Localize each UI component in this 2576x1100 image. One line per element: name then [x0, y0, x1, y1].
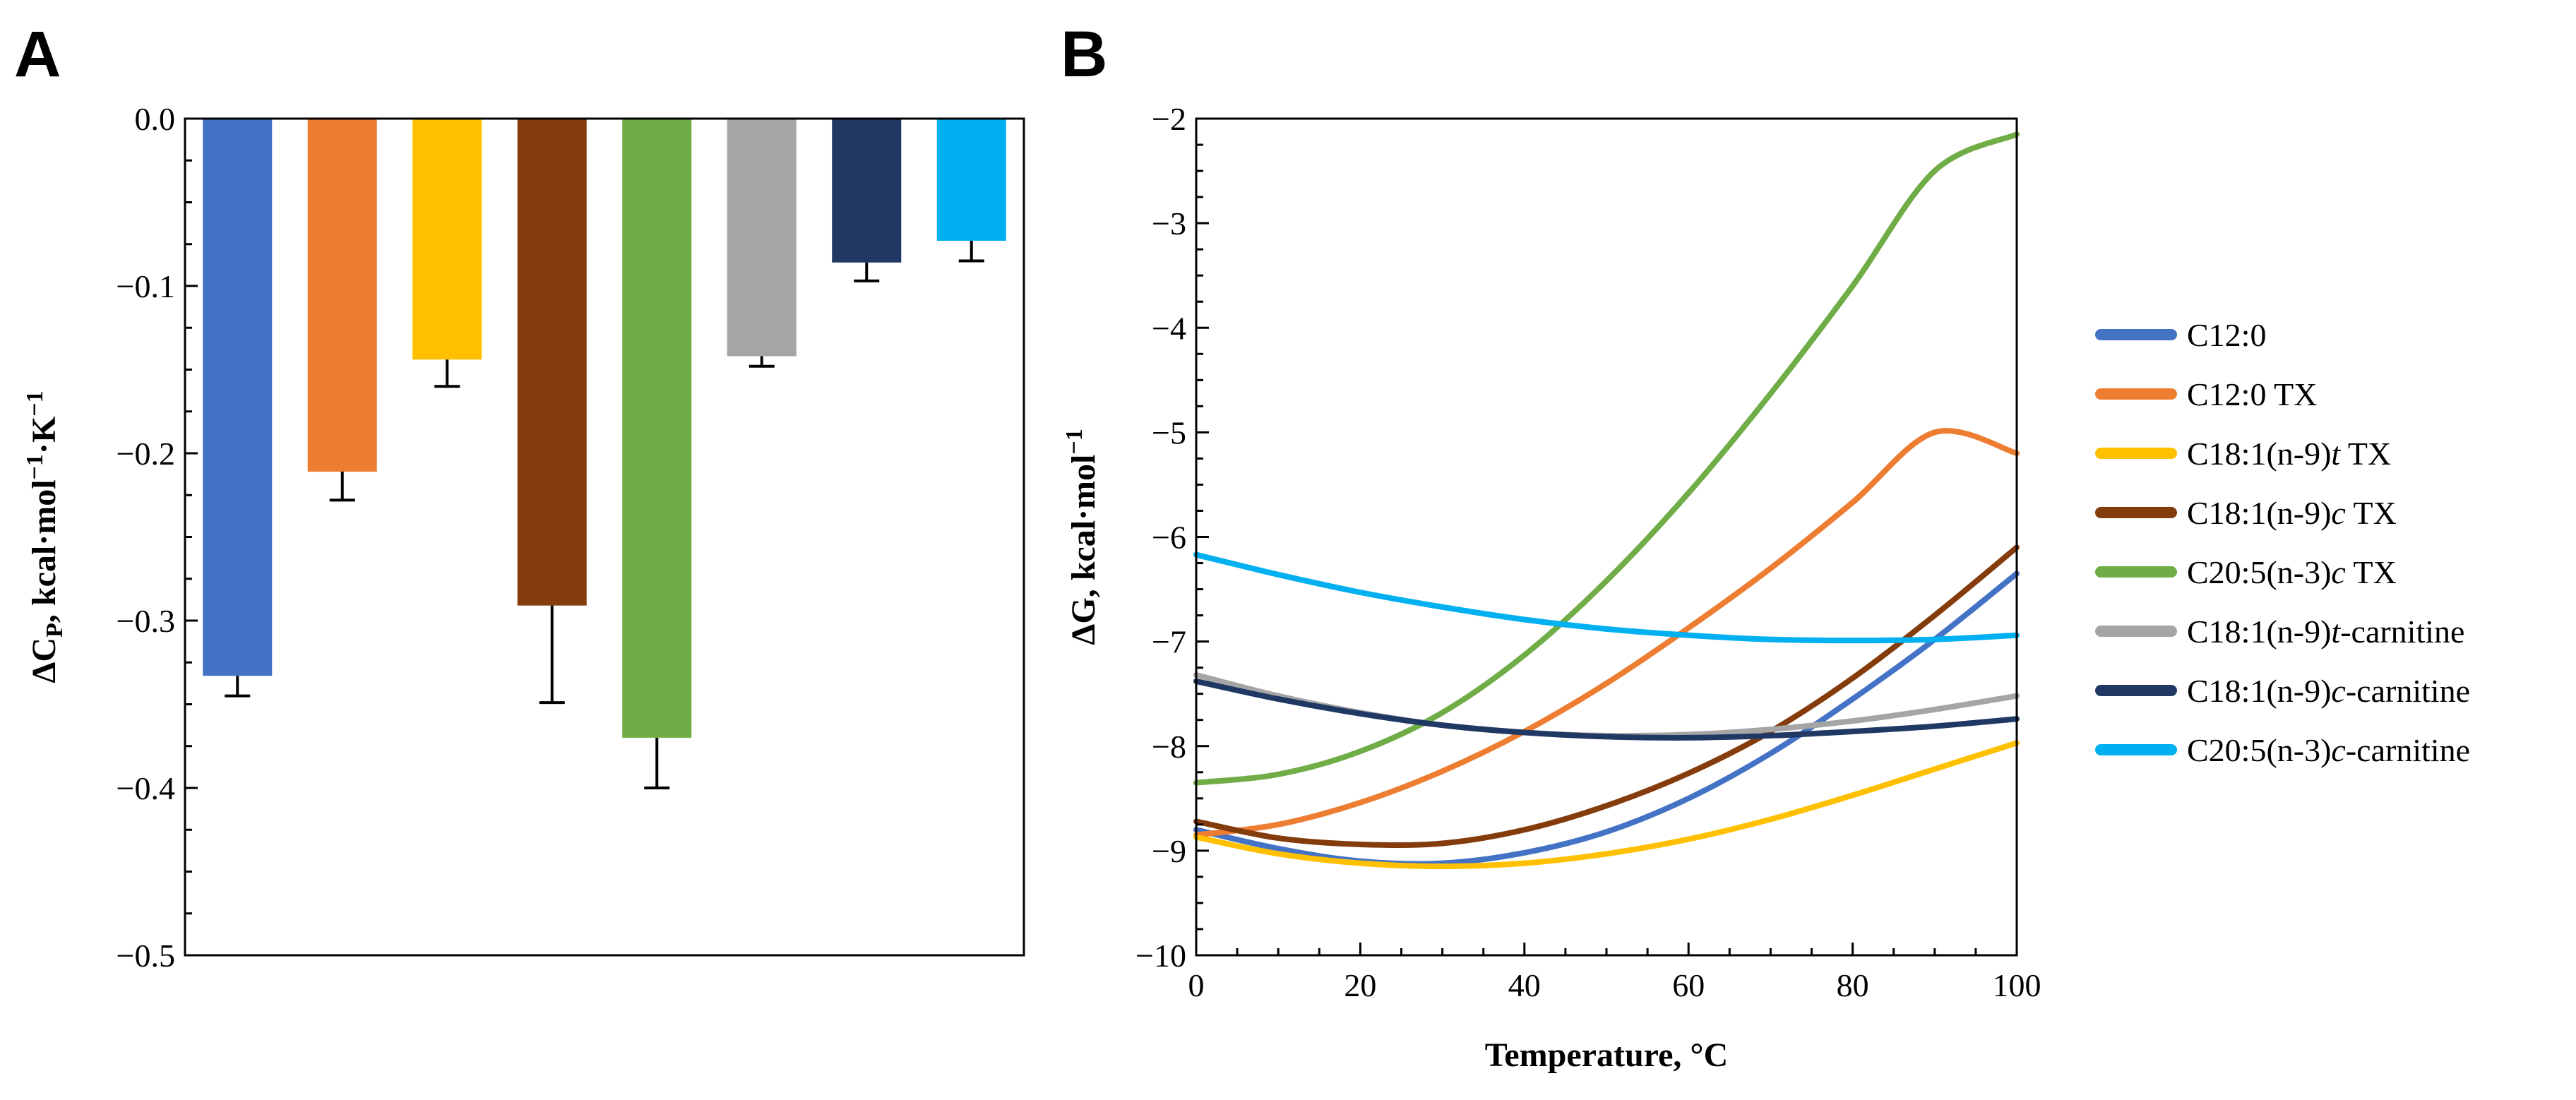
- y-axis-title-b: ΔG, kcal·mol−1: [1061, 429, 1102, 645]
- legend-label: C18:1(n-9)t-carnitine: [2187, 614, 2464, 650]
- y-tick-label: −0.5: [117, 938, 175, 974]
- y-title-a-mid: ·K: [25, 417, 63, 454]
- x-axis-title-b: Temperature, °C: [1485, 1036, 1728, 1074]
- legend-entry-c18-1-n-9-t-tx: C18:1(n-9)t TX: [2095, 436, 2391, 472]
- y-tick-label: −0.3: [117, 603, 175, 639]
- y-tick-label: −7: [1152, 624, 1186, 660]
- line-c12-0: [1193, 570, 2020, 867]
- y-tick-label: 0.0: [135, 101, 176, 137]
- y-tick-label: −4: [1152, 310, 1186, 346]
- y-tick-label: −0.4: [117, 770, 175, 806]
- y-axis-a: 0.0 −0.1 −0.2 −0.3 −0.4 −0.5: [117, 101, 198, 974]
- panel-b-letter: B: [1061, 18, 1107, 90]
- line-c18-1-n-9-t-tx: [1193, 740, 2020, 870]
- y-title-a-main: ΔC: [25, 638, 63, 683]
- y-title-b-sup: −1: [1061, 429, 1087, 454]
- legend-entry-c18-1-n-9-t-carnitine: C18:1(n-9)t-carnitine: [2095, 614, 2464, 650]
- bar-group: [203, 119, 1006, 738]
- y-tick-label: −5: [1152, 414, 1186, 450]
- y-title-a-sup1: −1: [22, 454, 48, 479]
- bar-c18-1-n-9-c-tx: [517, 119, 587, 606]
- legend-label: C18:1(n-9)c TX: [2187, 495, 2397, 531]
- plot-frame-a: [184, 117, 1025, 957]
- legend-label: C20:5(n-3)c TX: [2187, 554, 2397, 590]
- line-c18-1-n-9-c-tx: [1193, 544, 2020, 849]
- bar-c20-5-n-3-c-carnitine: [936, 119, 1006, 241]
- legend-label: C12:0 TX: [2187, 376, 2317, 412]
- y-title-b-main: ΔG, kcal·mol: [1065, 455, 1102, 645]
- x-tick-label: 80: [1837, 967, 1869, 1003]
- legend-label: C18:1(n-9)t TX: [2187, 436, 2391, 472]
- bar-c12-0-tx: [307, 119, 377, 472]
- y-tick-label: −0.2: [117, 436, 175, 472]
- plot-frame-b: [1195, 117, 2018, 957]
- y-title-a-sub: P: [42, 623, 68, 638]
- panel-a-letter: A: [14, 18, 61, 90]
- line-chart-b: 0 20 40 60 80 100 −2 −3 −4 −5 −6 −7 −8 −9 −10 Temperat…: [1061, 101, 2470, 1074]
- x-tick-label: 40: [1508, 967, 1541, 1003]
- x-tick-label: 0: [1188, 967, 1205, 1003]
- y-tick-label: −6: [1152, 520, 1186, 556]
- legend-label: C18:1(n-9)c-carnitine: [2187, 673, 2470, 709]
- y-tick-label: −8: [1152, 729, 1186, 765]
- y-tick-label: −10: [1135, 938, 1186, 974]
- y-tick-label: −2: [1152, 101, 1186, 137]
- line-c18-1-n-9-c-carnitine: [1193, 678, 2020, 741]
- legend-entry-c12-0: C12:0: [2095, 317, 2266, 353]
- y-tick-label: −9: [1152, 833, 1186, 869]
- legend-entry-c12-0-tx: C12:0 TX: [2095, 376, 2317, 412]
- line-c20-5-n-3-c-tx: [1193, 131, 2020, 786]
- legend-label: C20:5(n-3)c-carnitine: [2187, 732, 2470, 768]
- x-tick-label: 60: [1672, 967, 1705, 1003]
- bar-c18-1-n-9-c-carnitine: [832, 119, 902, 263]
- bar-chart-a: 0.0−0.1−0.2−0.3−0.4−0.5 ΔCP, kcal·mol−1·…: [22, 101, 1025, 974]
- series-lines: [1193, 131, 2020, 870]
- y-tick-label: −0.1: [117, 268, 175, 304]
- line-c12-0-tx: [1193, 428, 2020, 838]
- bar-c12-0: [203, 119, 273, 676]
- legend-entry-c18-1-n-9-c-carnitine: C18:1(n-9)c-carnitine: [2095, 673, 2470, 709]
- y-title-a-sup2: −1: [22, 390, 48, 416]
- legend-entry-c18-1-n-9-c-tx: C18:1(n-9)c TX: [2095, 495, 2397, 531]
- y-title-a-rest: , kcal·mol: [25, 479, 63, 623]
- legend: C12:0 C12:0 TX C18:1(n-9)t TX C18:1(n-9)c T…: [2095, 317, 2470, 768]
- bar-c18-1-n-9-t-carnitine: [727, 119, 797, 357]
- error-bar-group: [225, 241, 984, 789]
- legend-entry-c20-5-n-3-c-tx: C20:5(n-3)c TX: [2095, 554, 2397, 590]
- bar-c18-1-n-9-t-tx: [412, 119, 482, 360]
- y-tick-label: −3: [1152, 205, 1186, 241]
- x-tick-label: 100: [1993, 967, 2041, 1003]
- bar-c20-5-n-3-c-tx: [622, 119, 692, 738]
- x-tick-label: 20: [1344, 967, 1376, 1003]
- y-axis-title-a: ΔCP, kcal·mol−1·K−1: [22, 390, 68, 683]
- axes-b: 0 20 40 60 80 100 −2 −3 −4 −5 −6 −7 −8 −9 −10: [1135, 101, 2041, 1003]
- legend-entry-c20-5-n-3-c-carnitine: C20:5(n-3)c-carnitine: [2095, 732, 2470, 768]
- line-c20-5-n-3-c-carnitine: [1193, 551, 2020, 644]
- legend-label: C12:0: [2187, 317, 2266, 353]
